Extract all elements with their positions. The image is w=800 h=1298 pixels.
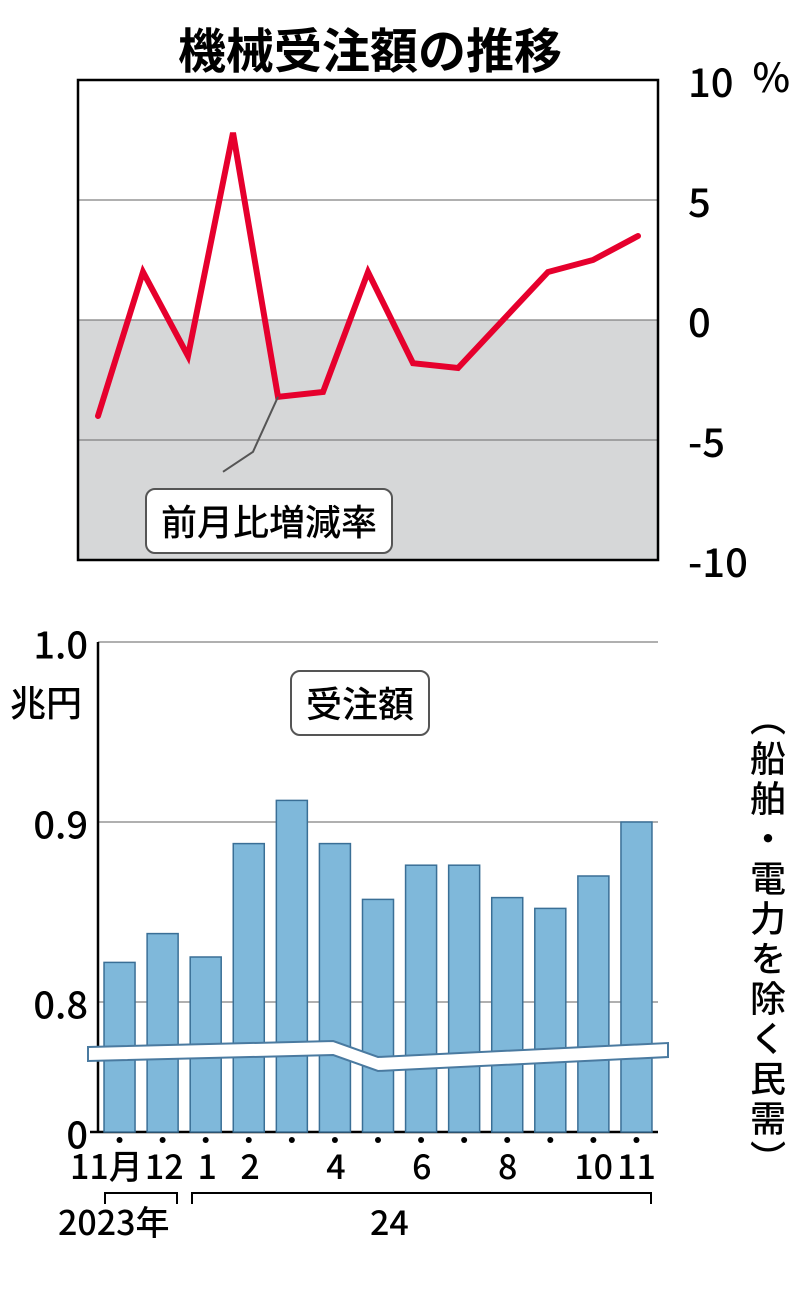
x-label: 2 [229,1140,272,1189]
vertical-note: （船舶・電力を除く民需） [742,700,794,1180]
x-label: 11月 [70,1140,143,1189]
x-label: 11 [615,1140,658,1189]
bottom-ytick: 0.8 [33,975,88,1030]
x-label: 1 [186,1140,229,1189]
x-label: 8 [486,1140,529,1189]
bottom-y-unit: 兆円 [10,675,82,727]
x-label [443,1140,486,1189]
chart-title: 機械受注額の推移 [0,12,740,82]
series-label-mom: 前月比増減率 [145,488,393,554]
bottom-ytick: 1.0 [33,615,88,670]
x-label: 12 [143,1140,186,1189]
series-label-orders: 受注額 [290,670,430,736]
top-ytick: -10 [688,531,748,589]
x-label: 10 [572,1140,615,1189]
x-label: 4 [315,1140,358,1189]
top-ytick: 10 [688,51,734,109]
top-ytick: 0 [688,291,711,349]
x-label: 6 [400,1140,443,1189]
x-label [529,1140,572,1189]
top-ytick: -5 [688,411,725,469]
top-y-unit: % [752,46,790,104]
top-ytick: 5 [688,171,711,229]
x-label [272,1140,315,1189]
x-axis-labels: 11月12124681011 [98,1140,658,1189]
bottom-ytick: 0.9 [33,795,88,850]
x-label [357,1140,400,1189]
